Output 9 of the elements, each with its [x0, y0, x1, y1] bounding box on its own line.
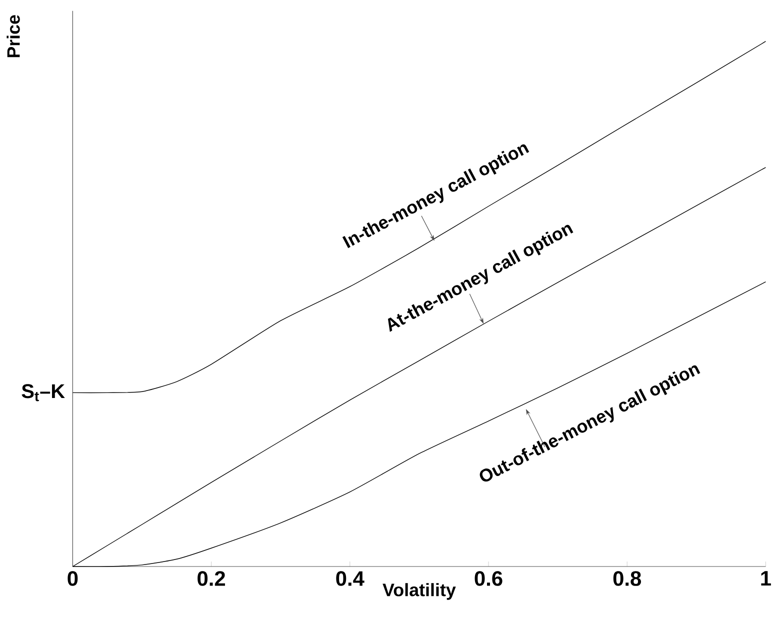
x-tick-label: 1: [761, 571, 771, 586]
x-tick-label: 0.8: [613, 571, 641, 586]
annotation: S$_{t}$–K: [22, 384, 65, 402]
x-tick-label: 0.6: [474, 571, 502, 586]
x-tick-label: 0: [68, 571, 78, 586]
x-tick-label: 0.4: [336, 571, 364, 586]
x-tick-label: 0.2: [198, 571, 226, 586]
x-axis-title: Volatility: [382, 583, 456, 600]
y-axis-title: Price: [6, 15, 20, 58]
